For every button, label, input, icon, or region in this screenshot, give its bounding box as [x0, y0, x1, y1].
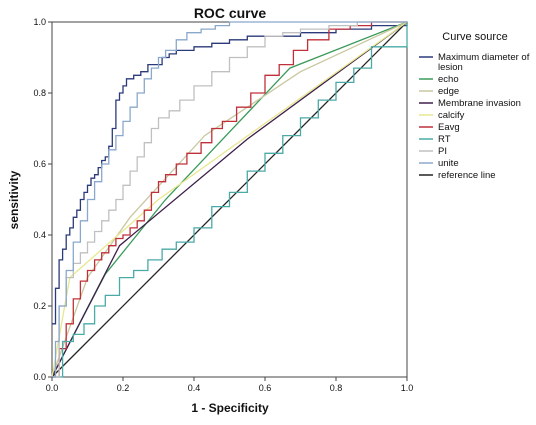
y-tick-label: 0.4: [33, 230, 46, 240]
legend-label-rt: RT: [438, 134, 451, 145]
legend-label-unite: unite: [438, 158, 459, 169]
legend-title: Curve source: [442, 31, 507, 43]
y-tick-label: 0.0: [33, 372, 46, 382]
legend-label-eavg: Eavg: [438, 122, 460, 133]
legend-label-maximum-diameter-of-lesion: Maximum diameter of lesion: [438, 52, 530, 73]
series-line-eavg: [52, 21, 407, 378]
y-tick-label: 0.2: [33, 301, 46, 311]
legend-label-echo: echo: [438, 74, 459, 85]
series-line-pi: [52, 21, 407, 378]
x-tick-label: 0.6: [259, 383, 272, 393]
legend: Curve source Maximum diameter of lesionec…: [419, 31, 530, 181]
y-tick-label: 0.6: [33, 159, 46, 169]
plot-area: [51, 21, 408, 378]
x-axis-ticks: 0.0 0.2 0.4 0.6 0.8 1.0: [46, 377, 414, 393]
y-axis-label: sensitivity: [7, 170, 21, 229]
chart-title: ROC curve: [194, 5, 267, 21]
x-tick-label: 1.0: [401, 383, 414, 393]
x-axis-label: 1 - Specificity: [191, 401, 269, 415]
x-tick-label: 0.8: [330, 383, 343, 393]
y-axis-ticks: 0.0 0.2 0.4 0.6 0.8 1.0: [33, 17, 52, 382]
legend-label-edge: edge: [438, 86, 459, 97]
series-line-calcify: [51, 21, 408, 378]
legend-label-pi: PI: [438, 146, 447, 157]
y-tick-label: 0.8: [33, 88, 46, 98]
series-line-membrane-invasion: [51, 21, 408, 378]
y-tick-label: 1.0: [33, 17, 46, 27]
legend-label-membrane-invasion: Membrane invasion: [438, 98, 521, 109]
series-line-unite: [52, 21, 407, 378]
series-line-rt: [52, 22, 408, 378]
series-line-maximum-diameter-of-lesion: [52, 22, 408, 325]
x-tick-label: 0.2: [117, 383, 130, 393]
legend-label-reference-line: reference line: [438, 170, 496, 181]
series-line-edge: [51, 21, 408, 378]
x-tick-label: 0.0: [46, 383, 59, 393]
legend-label-calcify: calcify: [438, 110, 465, 121]
x-tick-label: 0.4: [188, 383, 201, 393]
